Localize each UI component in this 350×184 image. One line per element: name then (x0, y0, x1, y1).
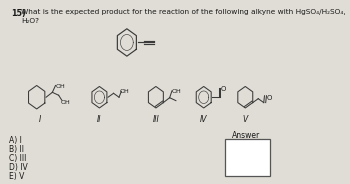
Text: C) III: C) III (9, 154, 27, 163)
Text: III: III (153, 115, 159, 124)
Text: O: O (220, 86, 225, 93)
Text: OH: OH (56, 84, 65, 89)
Text: V: V (243, 115, 248, 124)
Text: O: O (267, 95, 272, 101)
Text: I: I (39, 115, 41, 124)
Text: II: II (97, 115, 102, 124)
Text: 15): 15) (12, 9, 26, 18)
Text: Answer: Answer (232, 131, 260, 140)
Text: A) I: A) I (9, 136, 22, 145)
Text: What is the expected product for the reaction of the following alkyne with HgSO₄: What is the expected product for the rea… (21, 9, 345, 15)
Text: D) IV: D) IV (9, 163, 28, 172)
Text: OH: OH (120, 89, 130, 94)
Text: IV: IV (200, 115, 208, 124)
Text: H₂O?: H₂O? (21, 18, 39, 24)
Text: OH: OH (171, 89, 181, 94)
FancyBboxPatch shape (225, 139, 270, 176)
Text: OH: OH (61, 100, 71, 105)
Text: B) II: B) II (9, 145, 24, 154)
Text: E) V: E) V (9, 171, 25, 181)
